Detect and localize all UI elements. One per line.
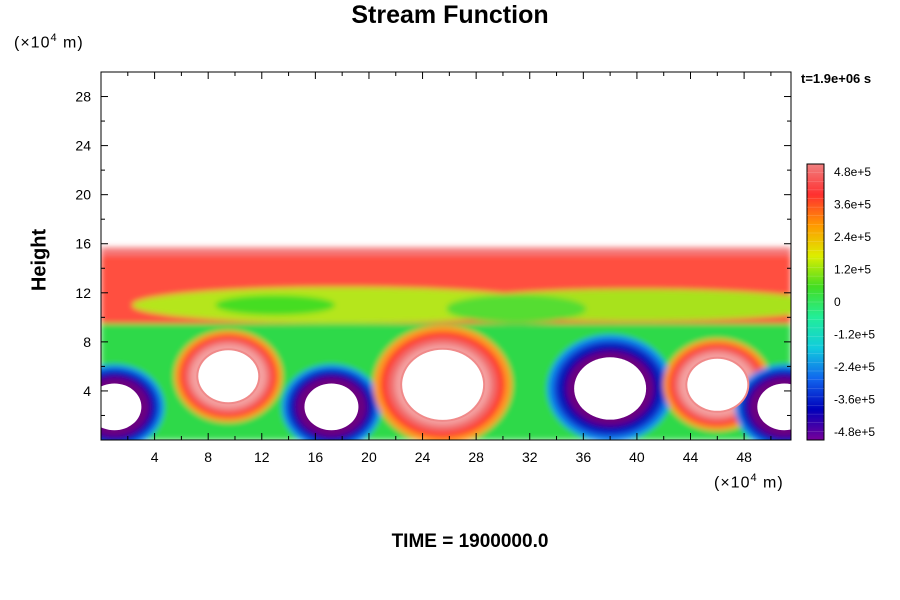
x-tick-label: 8 bbox=[204, 449, 212, 465]
x-tick-label: 20 bbox=[361, 449, 377, 465]
colorbar-label: -2.4e+5 bbox=[834, 360, 875, 374]
colorbar-label: -3.6e+5 bbox=[834, 393, 875, 407]
x-tick-label: 24 bbox=[415, 449, 431, 465]
x-tick-label: 4 bbox=[151, 449, 159, 465]
colorbar-label: 1.2e+5 bbox=[834, 263, 871, 277]
x-tick-label: 48 bbox=[736, 449, 752, 465]
colorbar-label: -4.8e+5 bbox=[834, 425, 875, 439]
chart-title: Stream Function bbox=[351, 1, 549, 29]
x-tick-label: 16 bbox=[308, 449, 324, 465]
colorbar-label: -1.2e+5 bbox=[834, 328, 875, 342]
negative-cell-core bbox=[757, 383, 791, 431]
colorbar-label: 0 bbox=[834, 295, 841, 309]
x-tick-label: 12 bbox=[254, 449, 270, 465]
x-tick-label: 40 bbox=[629, 449, 645, 465]
positive-cell-core bbox=[198, 350, 259, 403]
colorbar-label: 2.4e+5 bbox=[834, 230, 871, 244]
negative-cell-core bbox=[574, 357, 647, 420]
x-tick-label: 44 bbox=[683, 449, 699, 465]
y-tick-label: 20 bbox=[75, 187, 91, 203]
plot-frame bbox=[100, 71, 792, 441]
time-stamp-label: t=1.9e+06 s bbox=[801, 71, 872, 86]
y-tick-label: 8 bbox=[83, 334, 91, 350]
mid-layer bbox=[132, 287, 553, 324]
colorbar-bar bbox=[806, 163, 825, 441]
colorbar: 4.8e+5 3.6e+5 2.4e+5 1.2e+5 0 -1.2e+5 -2.4e+5 -… bbox=[806, 163, 875, 441]
x-tick-label: 28 bbox=[468, 449, 484, 465]
positive-cell-core bbox=[687, 358, 748, 411]
mid-layer-core bbox=[215, 295, 336, 316]
y-axis-unit: (×104 m) bbox=[14, 32, 84, 52]
contour-field bbox=[101, 72, 791, 440]
y-tick-label: 12 bbox=[75, 285, 91, 301]
colorbar-label: 3.6e+5 bbox=[834, 198, 871, 212]
x-tick-label: 32 bbox=[522, 449, 538, 465]
y-tick-label: 16 bbox=[75, 236, 91, 252]
y-tick-label: 24 bbox=[75, 138, 91, 154]
field-cores bbox=[101, 347, 791, 433]
x-axis-unit: (×104 m) bbox=[714, 472, 784, 492]
upper-band-edge bbox=[101, 247, 791, 256]
colorbar-label: 4.8e+5 bbox=[834, 165, 871, 179]
time-caption: TIME = 1900000.0 bbox=[391, 531, 549, 552]
x-tick-label: 36 bbox=[576, 449, 592, 465]
negative-cell-core bbox=[304, 383, 359, 431]
negative-cell-core bbox=[101, 383, 142, 431]
positive-cell-core bbox=[402, 349, 484, 420]
y-tick-label: 28 bbox=[75, 89, 91, 105]
mid-layer-core bbox=[446, 294, 587, 323]
y-tick-label: 4 bbox=[83, 383, 91, 399]
